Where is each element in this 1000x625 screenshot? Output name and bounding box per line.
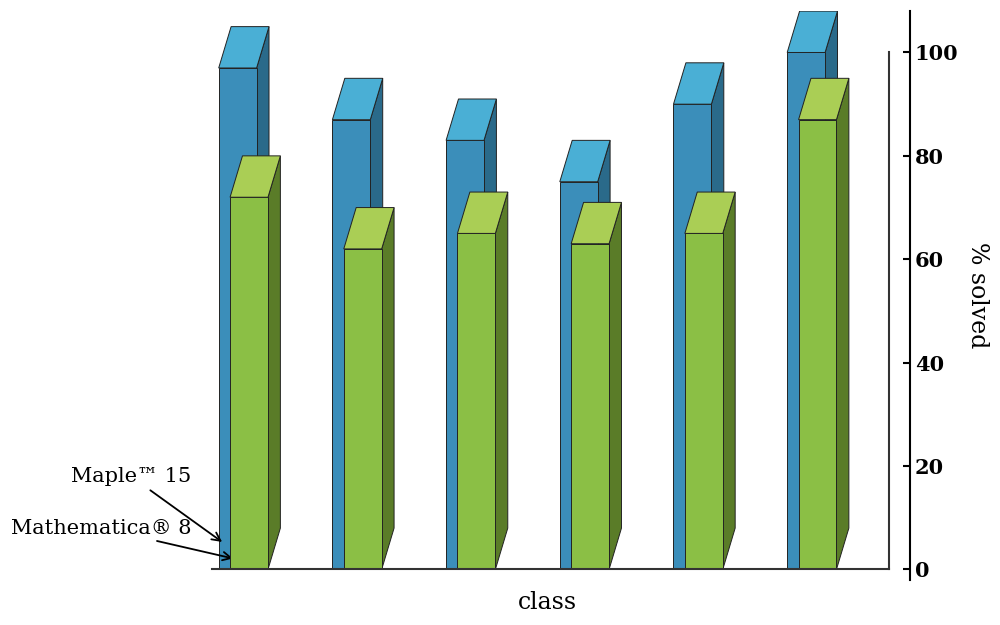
Polygon shape bbox=[332, 119, 370, 569]
Polygon shape bbox=[446, 141, 484, 569]
Polygon shape bbox=[219, 68, 257, 569]
Polygon shape bbox=[446, 99, 496, 141]
Polygon shape bbox=[673, 104, 711, 569]
Polygon shape bbox=[560, 182, 598, 569]
Polygon shape bbox=[268, 156, 280, 569]
Polygon shape bbox=[799, 119, 836, 569]
Polygon shape bbox=[685, 192, 735, 233]
Polygon shape bbox=[370, 78, 383, 569]
Polygon shape bbox=[836, 78, 849, 569]
Polygon shape bbox=[344, 208, 394, 249]
Y-axis label: % solved: % solved bbox=[966, 242, 989, 349]
Polygon shape bbox=[571, 244, 609, 569]
Polygon shape bbox=[382, 208, 394, 569]
Polygon shape bbox=[787, 11, 837, 52]
Polygon shape bbox=[495, 192, 508, 569]
Polygon shape bbox=[598, 141, 610, 569]
Text: Maple™ 15: Maple™ 15 bbox=[71, 467, 220, 541]
Text: Mathematica® 8: Mathematica® 8 bbox=[11, 519, 231, 560]
Polygon shape bbox=[609, 202, 621, 569]
Polygon shape bbox=[484, 99, 496, 569]
Polygon shape bbox=[723, 192, 735, 569]
X-axis label: class: class bbox=[517, 591, 577, 614]
Polygon shape bbox=[230, 198, 268, 569]
Polygon shape bbox=[560, 141, 610, 182]
Polygon shape bbox=[332, 78, 383, 119]
Polygon shape bbox=[799, 78, 849, 119]
Polygon shape bbox=[673, 62, 724, 104]
Polygon shape bbox=[711, 62, 724, 569]
Polygon shape bbox=[230, 156, 280, 198]
Polygon shape bbox=[257, 27, 269, 569]
Polygon shape bbox=[685, 233, 723, 569]
Polygon shape bbox=[825, 11, 837, 569]
Polygon shape bbox=[219, 27, 269, 68]
Polygon shape bbox=[571, 202, 621, 244]
Polygon shape bbox=[457, 233, 495, 569]
Polygon shape bbox=[457, 192, 508, 233]
Polygon shape bbox=[787, 52, 825, 569]
Polygon shape bbox=[344, 249, 382, 569]
